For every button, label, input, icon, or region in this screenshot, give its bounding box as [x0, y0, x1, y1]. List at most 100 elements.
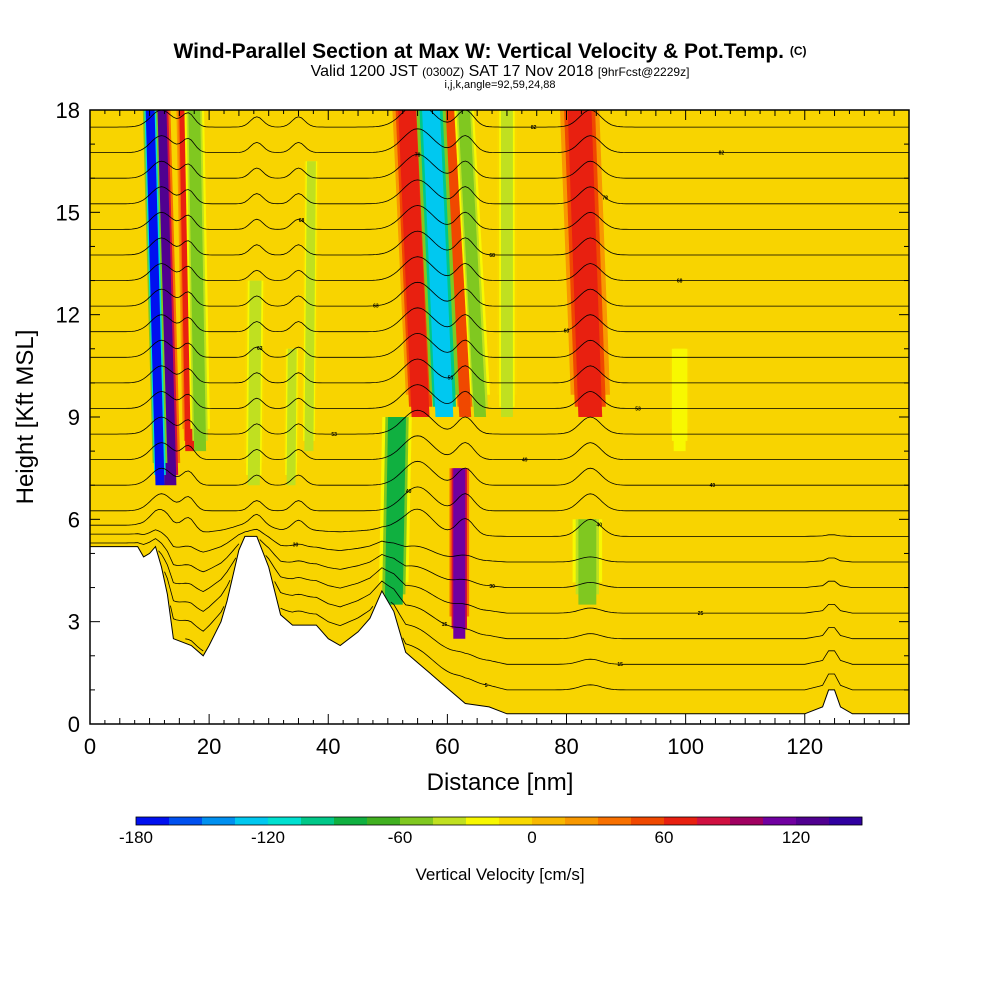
theta-contour-label: 68	[677, 279, 683, 285]
colorbar-tick-label: 0	[527, 828, 536, 847]
x-tick-label: 60	[435, 734, 459, 759]
colorbar-swatch	[334, 817, 368, 825]
colorbar-swatch	[598, 817, 632, 825]
colorbar-swatch	[235, 817, 269, 825]
theta-contour-label: 68	[489, 253, 495, 259]
downdraft-band-6-layer-2	[247, 280, 262, 486]
colorbar-label: Vertical Velocity [cm/s]	[415, 865, 584, 884]
theta-contours: 5 15 15 25 30 30 40 40 49 49 53 53 53 63 63 63 68 68 68 78 7…	[90, 110, 909, 691]
colorbar-frame	[135, 816, 863, 826]
x-tick-label: 40	[316, 734, 340, 759]
y-tick-label: 12	[56, 303, 80, 328]
colorbar-swatch	[565, 817, 599, 825]
subtitle-forecast: [9hrFcst@2229z]	[598, 65, 690, 79]
theta-contour-line	[90, 153, 909, 179]
x-tick-label: 0	[84, 734, 96, 759]
y-tick-label: 15	[56, 200, 80, 225]
x-tick-label: 100	[667, 734, 704, 759]
theta-contour-label: 30	[293, 542, 299, 548]
theta-contour-label: 49	[522, 458, 528, 464]
theta-contour-label: 78	[602, 196, 608, 202]
colorbar-swatch	[367, 817, 401, 825]
theta-contour-label: 53	[448, 375, 454, 381]
theta-contour-line	[90, 281, 909, 307]
chart-subtitle: Valid 1200 JST (0300Z) SAT 17 Nov 2018 […	[311, 63, 690, 80]
colorbar-swatch	[664, 817, 698, 825]
chart-title: Wind-Parallel Section at Max W: Vertical…	[173, 40, 806, 63]
theta-contour-line	[185, 637, 909, 691]
y-tick-label: 9	[68, 405, 80, 430]
colorbar-ticks: -180 -120 -60 0 60 120	[119, 828, 810, 847]
theta-contour-label: 63	[257, 346, 263, 352]
theta-contour-line	[90, 230, 909, 256]
subtitle-prefix: Valid 1200 JST	[311, 63, 419, 80]
theta-contour-label: 53	[635, 407, 641, 413]
theta-contour-label: 53	[331, 432, 337, 438]
theta-contour-line	[90, 358, 909, 384]
colorbar-swatch	[697, 817, 731, 825]
theta-contour-line	[164, 571, 909, 640]
downdraft-band-10-layer-2	[673, 348, 686, 452]
theta-contour-line	[90, 538, 909, 588]
colorbar-swatch	[169, 817, 203, 825]
theta-contour-line	[90, 205, 909, 230]
theta-contour-label: 63	[373, 304, 379, 310]
title-mark: (C)	[790, 44, 807, 58]
theta-contour-line	[90, 256, 909, 281]
theta-contour-label: 15	[442, 622, 448, 628]
theta-contour-label: 30	[489, 584, 495, 590]
colorbar-swatch	[301, 817, 335, 825]
theta-contour-line	[90, 435, 909, 461]
theta-contour-label: 49	[710, 483, 716, 489]
theta-contour-line	[90, 486, 909, 512]
chart-title-text: Wind-Parallel Section at Max W: Vertical…	[173, 40, 784, 63]
x-tick-label: 120	[786, 734, 823, 759]
x-axis-label: Distance [nm]	[427, 769, 574, 796]
colorbar-swatch	[268, 817, 302, 825]
x-axis: 0 20 40 60 80 100 120	[84, 110, 910, 759]
y-axis: 0 3 6 9 12 15 18	[56, 98, 909, 737]
x-tick-label: 80	[554, 734, 578, 759]
theta-contour-label: 15	[617, 662, 623, 668]
colorbar-swatch	[400, 817, 434, 825]
colorbar-swatch	[730, 817, 764, 825]
downdraft-band-9-layer-2	[501, 110, 513, 417]
theta-contour-label: 68	[299, 218, 305, 224]
plot-area: 5 15 15 25 30 30 40 40 49 49 53 53 53 63 63 63 68 68 68 78 7…	[90, 110, 909, 724]
theta-contour-line	[90, 128, 909, 154]
colorbar-swatch	[499, 817, 533, 825]
colorbar-tick-label: 60	[655, 828, 674, 847]
theta-contour-label: 40	[406, 489, 412, 495]
theta-contour-label: 25	[698, 611, 704, 617]
colorbar-tick-label: -180	[119, 828, 153, 847]
theta-contour-line	[90, 307, 909, 333]
theta-contour-label: 82	[719, 151, 725, 157]
downdraft-band-1-layer-2	[188, 110, 207, 452]
y-tick-label: 6	[68, 507, 80, 532]
theta-contour-label: 78	[415, 152, 421, 158]
colorbar-swatch	[763, 817, 797, 825]
colorbar-swatch	[532, 817, 566, 825]
theta-contour-line	[90, 409, 909, 435]
y-tick-label: 18	[56, 98, 80, 123]
downdraft-band-5-layer-2	[578, 519, 597, 605]
colorbar-swatch	[631, 817, 665, 825]
colorbar-swatch	[796, 817, 830, 825]
subtitle-date: SAT 17 Nov 2018	[469, 63, 594, 80]
subtitle-zulu: (0300Z)	[422, 65, 464, 79]
terrain	[90, 535, 909, 724]
theta-contour-line	[90, 508, 909, 537]
colorbar-tick-label: 120	[782, 828, 810, 847]
colorbar-tick-label: -60	[388, 828, 413, 847]
downdraft-band-7-layer-2	[286, 348, 297, 486]
colorbar-swatch	[433, 817, 467, 825]
theta-contour-line	[90, 528, 909, 563]
colorbar-swatch	[829, 817, 863, 825]
y-axis-label: Height [Kft MSL]	[12, 330, 39, 505]
theta-contour-line	[170, 601, 909, 665]
colorbar-swatch	[136, 817, 170, 825]
theta-contour-line	[90, 179, 909, 205]
updraft-band-5-layer-2	[567, 110, 603, 417]
x-tick-label: 20	[197, 734, 221, 759]
